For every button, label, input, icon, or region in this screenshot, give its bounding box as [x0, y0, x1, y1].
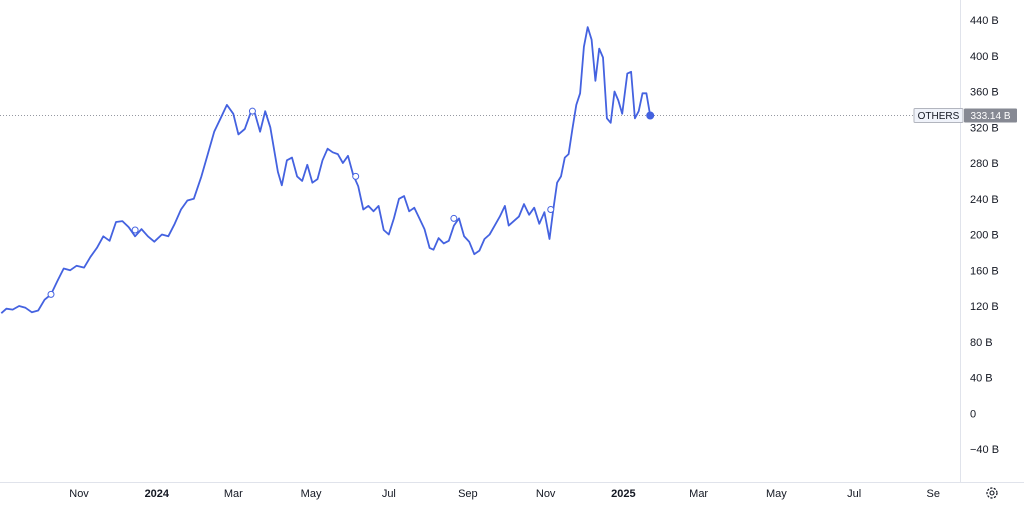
y-tick-label: 280 B — [970, 158, 999, 170]
last-value-label: 333.14 B — [970, 111, 1010, 122]
gear-outer — [986, 487, 998, 499]
gear-hub — [989, 490, 995, 496]
plot-area[interactable] — [0, 26, 960, 314]
event-marker[interactable] — [547, 205, 555, 213]
x-tick-label: Nov — [69, 488, 89, 500]
x-tick-label: Nov — [536, 488, 556, 500]
y-tick-label: 40 B — [970, 373, 993, 385]
x-tick-label: May — [301, 488, 322, 500]
y-tick-label: 360 B — [970, 87, 999, 99]
symbol-label: OTHERS — [918, 111, 960, 122]
y-tick-label: 160 B — [970, 265, 999, 277]
x-tick-label: Jul — [847, 488, 861, 500]
y-tick-label: 440 B — [970, 15, 999, 27]
x-tick-label: 2025 — [611, 488, 635, 500]
price-axis[interactable]: 440 B 400 B 360 B 320 B 280 B 240 B 200 B 160 B… — [960, 0, 1000, 482]
event-marker[interactable] — [450, 214, 458, 222]
x-tick-label: Mar — [689, 488, 708, 500]
event-marker[interactable] — [131, 226, 139, 234]
x-tick-label: 2024 — [145, 488, 170, 500]
x-tick-label: Mar — [224, 488, 243, 500]
y-tick-label: 80 B — [970, 337, 993, 349]
y-tick-label: 240 B — [970, 194, 999, 206]
last-value-background — [964, 108, 1017, 123]
last-point-dot — [646, 111, 655, 120]
y-tick-label: 0 — [970, 408, 976, 420]
gear-icon[interactable] — [986, 487, 998, 499]
x-tick-label: Se — [926, 488, 939, 500]
y-tick-label: 320 B — [970, 122, 999, 134]
x-tick-label: Jul — [382, 488, 396, 500]
y-tick-label: 400 B — [970, 51, 999, 63]
event-marker[interactable] — [352, 172, 360, 180]
x-tick-label: May — [766, 488, 787, 500]
x-tick-label: Sep — [458, 488, 478, 500]
last-price-badge: OTHERS 333.14 B — [913, 108, 1017, 124]
time-axis[interactable]: Nov 2024 Mar May Jul Sep Nov 2025 Mar May Jul Se — [0, 482, 1024, 501]
symbol-label-background — [913, 108, 964, 124]
y-tick-label: 200 B — [970, 230, 999, 242]
y-tick-label: −40 B — [970, 444, 999, 456]
series-line[interactable] — [0, 26, 652, 314]
event-marker[interactable] — [248, 107, 256, 115]
y-tick-label: 120 B — [970, 301, 999, 313]
event-marker[interactable] — [47, 290, 55, 298]
